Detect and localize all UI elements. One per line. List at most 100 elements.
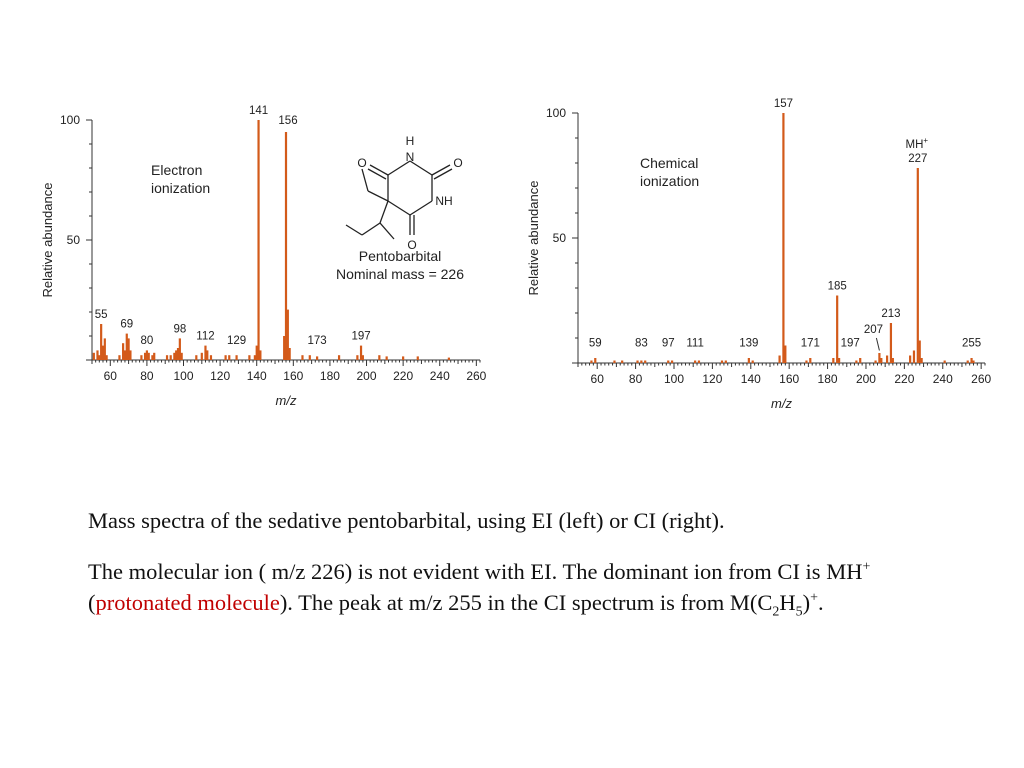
ci-peak-label: 207: [864, 324, 883, 336]
ei-x-tick-label: 180: [320, 369, 340, 383]
ei-peak-label: 69: [120, 319, 133, 331]
structure-bond: [361, 222, 381, 236]
structure-atom-n: N: [406, 150, 415, 164]
ci-x-tick-label: 220: [894, 372, 914, 386]
ei-peak-bar: [259, 350, 262, 360]
ei-peak-label: 141: [249, 105, 268, 117]
ei-x-tick-label: 140: [247, 369, 267, 383]
ei-peak-bar: [200, 352, 203, 360]
ei-peak-bar: [206, 350, 209, 360]
structure-atom-o-right: O: [453, 156, 462, 170]
ci-peak-bar: [855, 360, 858, 363]
ci-peak-bar: [697, 360, 701, 363]
ei-peak-label: 98: [173, 323, 186, 335]
ci-peak-bar: [912, 350, 916, 363]
structure-atom-o-bottom: O: [407, 238, 416, 252]
structure-bond: [369, 164, 389, 176]
caption-text-2a: The molecular ion ( m/z 226) is not evid…: [88, 559, 863, 584]
mh-text: MH: [906, 139, 924, 151]
ei-x-axis-title: m/z: [276, 393, 297, 408]
structure-bond: [387, 160, 411, 176]
ei-x-tick-label: 240: [430, 369, 450, 383]
ci-peak-bar: [918, 340, 921, 363]
ci-peak-bar: [809, 358, 812, 363]
ci-peak-bar: [966, 360, 969, 363]
ci-peak-label: 185: [828, 281, 847, 293]
caption-paren-open: (: [88, 590, 96, 615]
ei-peak-bar: [356, 355, 359, 360]
ei-peak-bar: [165, 355, 169, 360]
ci-peak-label: 111: [686, 338, 703, 350]
ei-annotation-line: ionization: [151, 180, 210, 196]
ei-peak-bar: [195, 355, 198, 360]
ci-peak-bar: [694, 360, 697, 363]
ei-peak-label: 112: [196, 331, 214, 343]
structure-bond: [387, 200, 411, 216]
caption-period: .: [817, 590, 824, 615]
ci-peak-label: 83: [635, 338, 648, 350]
ei-peak-bar: [284, 132, 288, 360]
ei-peak-label: 197: [351, 331, 370, 343]
caption-text-1: Mass spectra of the sedative pentobarbit…: [88, 508, 725, 533]
ei-peak-bar: [378, 355, 381, 360]
ci-x-tick-label: 80: [629, 372, 643, 386]
ei-x-tick-label: 200: [357, 369, 377, 383]
ei-peak-bar: [129, 350, 132, 360]
structure-bond: [367, 190, 389, 202]
ei-peak-bar: [92, 352, 95, 360]
ei-x-tick-label: 220: [393, 369, 413, 383]
ei-peak-label: 55: [95, 309, 108, 321]
structure-bond: [379, 200, 389, 224]
ci-peak-bar: [747, 358, 750, 363]
ci-peak-bar: [751, 360, 754, 363]
ei-peak-bar: [175, 350, 178, 360]
ci-peak-bar: [720, 360, 724, 363]
caption-sub-1: 2: [772, 604, 780, 620]
ci-peak-207-leader: [875, 337, 880, 351]
caption-paragraph-2: The molecular ion ( m/z 226) is not evid…: [88, 556, 968, 620]
structure-bond: [379, 222, 395, 240]
structure-atom-h: H: [406, 134, 415, 148]
ci-y-tick-label: 100: [546, 106, 566, 120]
ei-peak-bar: [286, 309, 289, 360]
ci-peak-label: 97: [662, 338, 675, 350]
ci-peak-bar: [667, 360, 670, 363]
ci-peak-bar: [670, 360, 674, 363]
ci-peak-bar: [590, 360, 593, 363]
ei-peak-bar: [178, 338, 181, 360]
ci-x-tick-label: 180: [818, 372, 838, 386]
ei-peak-bar: [125, 333, 128, 360]
ci-peak-bar: [891, 358, 894, 363]
structure-bond: [431, 164, 451, 176]
ei-peak-label: 156: [278, 115, 297, 127]
ei-spectrum-chart: 60 80 100 120 140 160 180 200 220 240 260 50 100 Rela…: [40, 105, 487, 408]
ci-peak-bar: [782, 113, 785, 363]
ci-peak-bar: [640, 360, 643, 363]
ci-spectrum-chart: 60 80 100 120 140 160 180 200 220 240 260 50 100 Rela…: [526, 98, 991, 411]
ei-peak-bar: [153, 352, 156, 360]
ei-peak-bar: [316, 356, 319, 360]
ci-peak-bar: [644, 360, 647, 363]
ci-peak-bar: [613, 360, 616, 363]
ei-peak-bar: [103, 338, 106, 360]
structure-atom-nh: NH: [435, 194, 452, 208]
caption-close-paren: ): [802, 590, 811, 615]
ci-annotation-line: Chemical: [640, 155, 698, 171]
ci-x-tick-label: 120: [702, 372, 722, 386]
structure-bond: [409, 160, 433, 176]
ei-peak-bar: [147, 352, 150, 360]
ei-peak-bar: [118, 355, 121, 360]
ci-peak-bar: [859, 358, 862, 363]
ci-peak-bar: [778, 355, 781, 363]
structure-bond: [409, 200, 433, 216]
ei-peak-bar: [209, 355, 213, 360]
ci-y-axis-title: Relative abundance: [526, 181, 541, 296]
structure-bond: [345, 224, 363, 236]
ci-peak-bar: [909, 355, 912, 363]
ei-peak-bar: [248, 355, 251, 360]
ei-peak-bar: [224, 355, 227, 360]
ci-peak-bar: [920, 358, 923, 363]
ci-peak-bar: [837, 358, 841, 363]
ei-peak-bar: [123, 350, 127, 360]
ei-peak-bar: [416, 356, 419, 360]
